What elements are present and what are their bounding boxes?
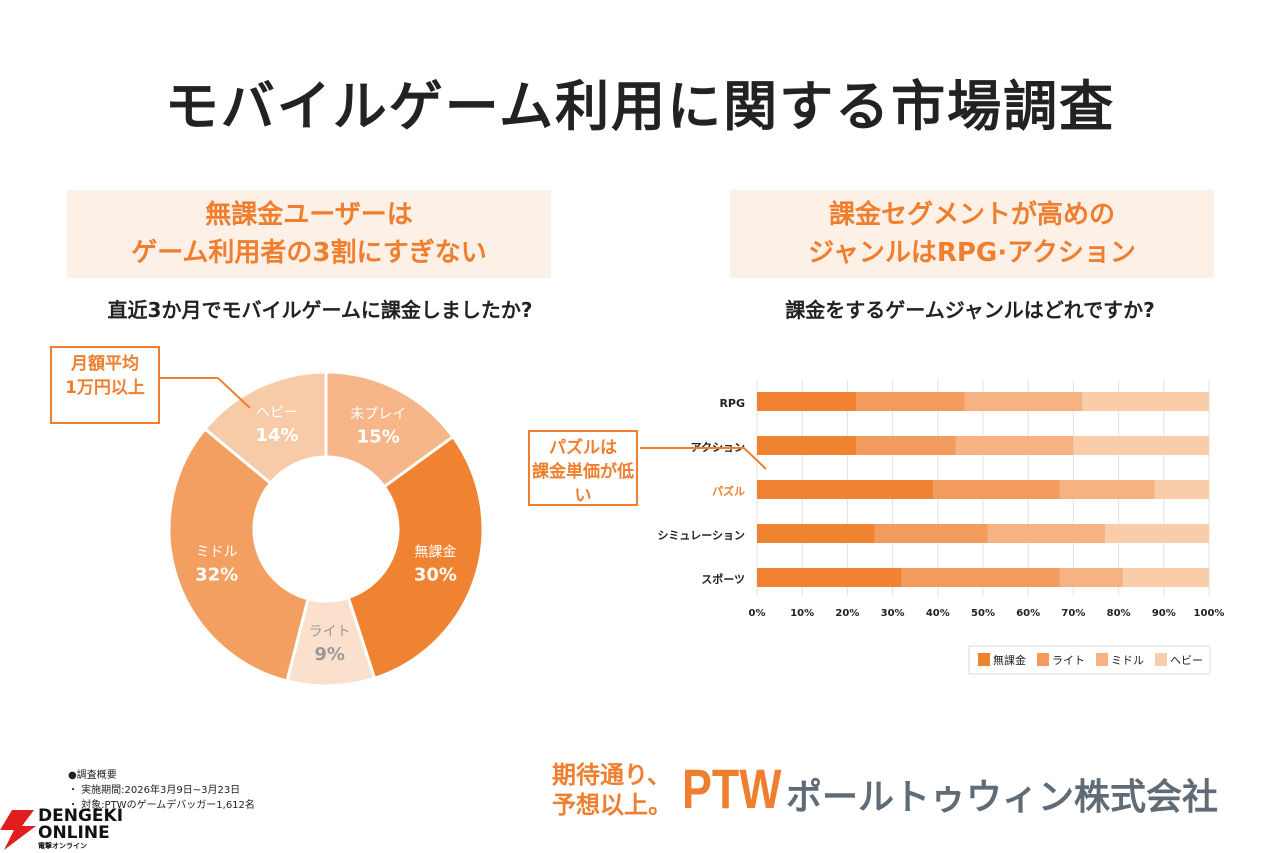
bar-segment	[1123, 568, 1209, 587]
bar-segment	[856, 392, 965, 411]
legend	[968, 645, 1211, 675]
x-tick-label: 100%	[1194, 608, 1225, 619]
bar-segment	[874, 524, 988, 543]
x-tick-label: 10%	[790, 608, 814, 619]
bar-segment	[1154, 480, 1209, 499]
bar-segment	[955, 436, 1074, 455]
pie-slice	[346, 434, 485, 681]
bar-callout: パズルは 課金単価が低い	[528, 430, 638, 506]
slice-value-label: 9%	[314, 644, 345, 665]
lightning-icon	[0, 810, 36, 850]
x-tick-label: 60%	[1016, 608, 1040, 619]
pie-slice	[167, 426, 310, 683]
pie-callout-line1: 月額平均	[71, 354, 139, 374]
survey-period: ・ 実施期間:2026年3月9日~3月23日	[68, 785, 241, 796]
bar-segment	[1105, 524, 1209, 543]
page-title: モバイルゲーム利用に関する市場調査	[164, 75, 1116, 138]
survey-target: ・ 対象:PTWのゲームデバッガー1,612名	[68, 800, 255, 811]
x-tick-label: 50%	[971, 608, 995, 619]
right-headline: 課金セグメントが高めの ジャンルはRPG·アクション	[730, 190, 1214, 278]
left-question: 直近3か月でモバイルゲームに課金しましたか?	[107, 298, 533, 322]
watermark-line1: DENGEKI	[38, 806, 124, 826]
bar-segment	[1059, 480, 1155, 499]
bar-segment	[757, 436, 857, 455]
pie-slice	[202, 370, 328, 486]
legend-label: ミドル	[1111, 654, 1144, 667]
bar-callout-line1: パズルは	[549, 438, 617, 458]
bar-segment	[901, 568, 1060, 587]
legend-swatch	[1037, 653, 1049, 666]
bar-segment	[933, 480, 1060, 499]
slogan-line2: 予想以上。	[552, 791, 672, 819]
slogan-line1: 期待通り、	[552, 761, 672, 789]
slice-label: ヘビー	[256, 405, 298, 421]
bar-segment	[757, 480, 934, 499]
slice-label: 無課金	[414, 545, 456, 561]
legend-label: ライト	[1052, 654, 1085, 667]
slice-value-label: 32%	[195, 565, 238, 586]
category-label: RPG	[719, 397, 745, 410]
x-tick-label: 0%	[749, 608, 766, 619]
slice-label: ライト	[309, 624, 351, 640]
legend-swatch	[1155, 653, 1167, 666]
bar-segment	[1073, 436, 1209, 455]
left-headline-line2: ゲーム利用者の3割にすぎない	[131, 238, 487, 268]
slice-label: ミドル	[196, 545, 238, 561]
bar-segment	[757, 568, 902, 587]
callout-leader	[640, 447, 767, 470]
category-label: スポーツ	[701, 572, 745, 586]
left-headline: 無課金ユーザーは ゲーム利用者の3割にすぎない	[67, 190, 551, 278]
right-headline-line2: ジャンルはRPG·アクション	[808, 238, 1136, 268]
right-question: 課金をするゲームジャンルはどれですか?	[785, 298, 1155, 322]
slice-value-label: 14%	[255, 425, 298, 446]
category-label: パズル	[712, 484, 745, 498]
bar-segment	[987, 524, 1106, 543]
callout-pointer	[217, 377, 251, 409]
bar-segment	[1082, 392, 1209, 411]
pie-callout: 月額平均 1万円以上	[50, 346, 160, 424]
slice-value-label: 15%	[357, 427, 400, 448]
stacked-bar-chart: 0% 10% 20% 30% 40% 50% 60% 70% 80% 90% 100%RPGアクショ…	[640, 380, 1225, 675]
legend-swatch	[1096, 653, 1108, 666]
bar-segment	[856, 436, 956, 455]
category-label: シミュレーション	[657, 529, 745, 542]
legend-label: ヘビー	[1170, 654, 1203, 667]
bar-segment	[964, 392, 1083, 411]
x-tick-label: 20%	[835, 608, 859, 619]
x-tick-label: 80%	[1107, 608, 1131, 619]
legend-label: 無課金	[993, 653, 1026, 667]
slice-value-label: 30%	[414, 565, 457, 586]
watermark-line2: ONLINE	[38, 823, 110, 843]
slice-label: 未プレイ	[350, 407, 406, 423]
x-tick-label: 70%	[1061, 608, 1085, 619]
x-tick-label: 30%	[881, 608, 905, 619]
bar-segment	[757, 524, 875, 543]
slogan: 期待通り、 予想以上。	[552, 760, 672, 820]
pie-callout-line2: 1万円以上	[65, 378, 145, 398]
left-headline-line1: 無課金ユーザーは	[205, 200, 413, 230]
x-tick-label: 40%	[926, 608, 950, 619]
bar-callout-line2: 課金単価が低い	[532, 462, 634, 506]
bar-segment	[1059, 568, 1124, 587]
survey-overview: ●調査概要 ・ 実施期間:2026年3月9日~3月23日 ・ 対象:PTWのゲー…	[68, 768, 255, 813]
watermark-line3: 電撃オンライン	[38, 842, 87, 850]
right-headline-line1: 課金セグメントが高めの	[828, 200, 1115, 230]
x-tick-label: 90%	[1152, 608, 1176, 619]
ptw-logo: PTW	[682, 757, 782, 820]
legend-swatch	[978, 653, 990, 666]
donut-chart: 未プレイ 15% 無課金 30% ライト 9% ミドル 32% ヘビー 14%	[158, 370, 485, 688]
survey-heading: ●調査概要	[68, 770, 117, 781]
company-name: ポールトゥウィン株式会社	[786, 777, 1219, 818]
bar-segment	[757, 392, 857, 411]
